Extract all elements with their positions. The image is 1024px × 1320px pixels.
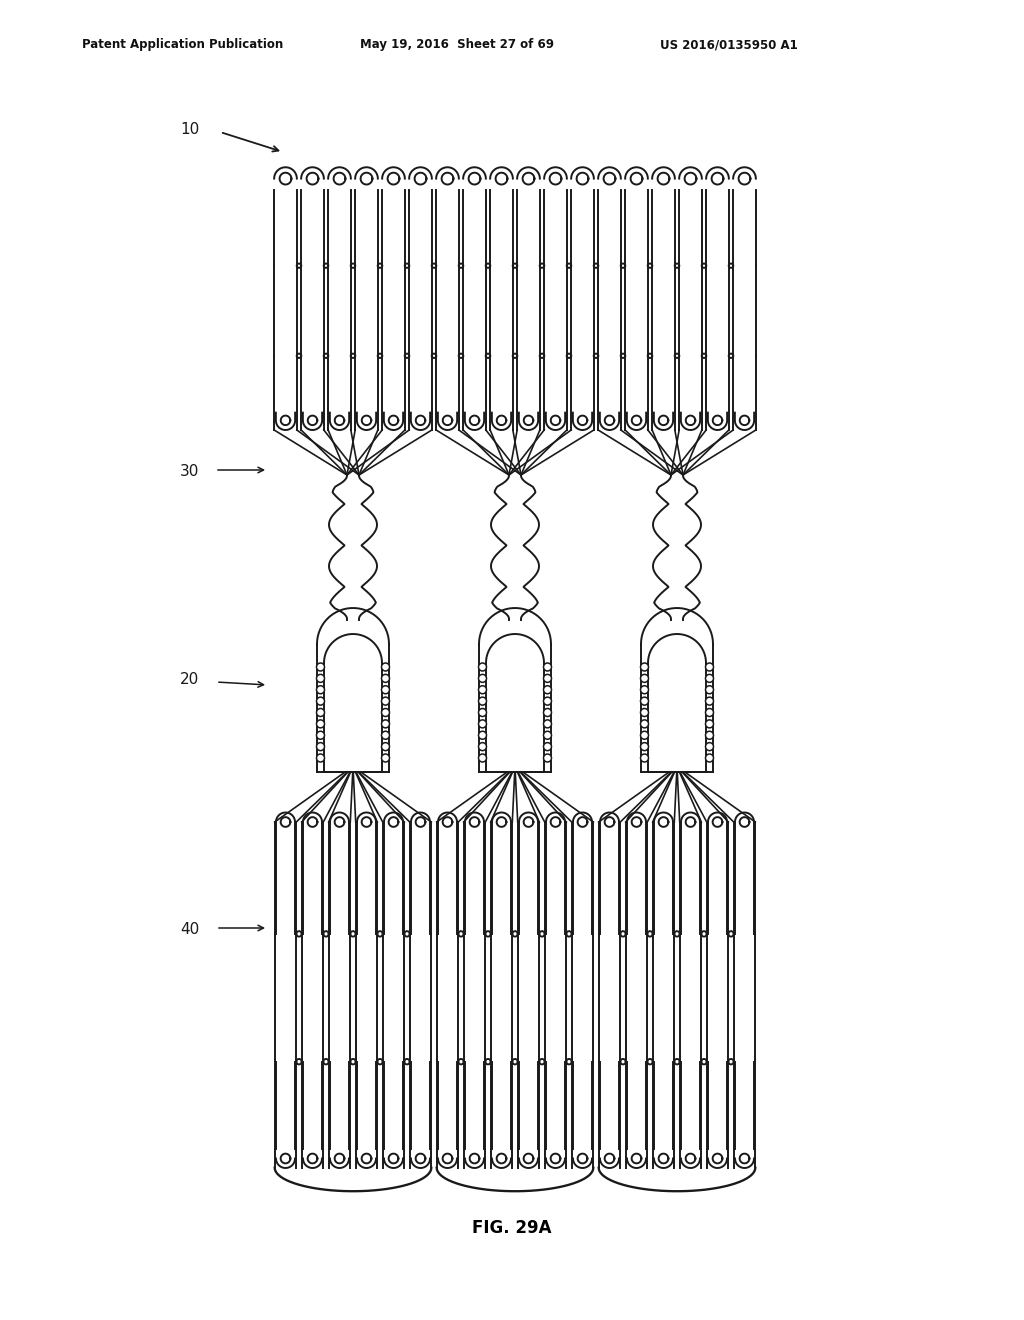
- Circle shape: [706, 754, 714, 762]
- Circle shape: [544, 663, 552, 671]
- Circle shape: [640, 675, 648, 682]
- Text: Patent Application Publication: Patent Application Publication: [82, 38, 284, 51]
- Circle shape: [544, 686, 552, 694]
- Circle shape: [544, 719, 552, 727]
- Circle shape: [382, 697, 389, 705]
- Circle shape: [544, 743, 552, 751]
- Text: May 19, 2016  Sheet 27 of 69: May 19, 2016 Sheet 27 of 69: [360, 38, 554, 51]
- Circle shape: [478, 754, 486, 762]
- Circle shape: [316, 731, 325, 739]
- Circle shape: [706, 663, 714, 671]
- Circle shape: [382, 709, 389, 717]
- Circle shape: [478, 731, 486, 739]
- Circle shape: [640, 743, 648, 751]
- Circle shape: [706, 686, 714, 694]
- Text: FIG. 29A: FIG. 29A: [472, 1218, 552, 1237]
- Circle shape: [382, 675, 389, 682]
- Circle shape: [478, 719, 486, 727]
- Circle shape: [382, 743, 389, 751]
- Circle shape: [544, 709, 552, 717]
- Text: 10: 10: [180, 123, 200, 137]
- Circle shape: [478, 709, 486, 717]
- Circle shape: [640, 697, 648, 705]
- Circle shape: [706, 697, 714, 705]
- Text: 30: 30: [180, 465, 200, 479]
- Text: 40: 40: [180, 923, 200, 937]
- Circle shape: [316, 709, 325, 717]
- Circle shape: [544, 731, 552, 739]
- Circle shape: [544, 675, 552, 682]
- Circle shape: [382, 686, 389, 694]
- Circle shape: [706, 719, 714, 727]
- Text: US 2016/0135950 A1: US 2016/0135950 A1: [660, 38, 798, 51]
- Circle shape: [706, 743, 714, 751]
- Circle shape: [316, 743, 325, 751]
- Circle shape: [316, 686, 325, 694]
- Circle shape: [640, 663, 648, 671]
- Circle shape: [640, 686, 648, 694]
- Circle shape: [640, 731, 648, 739]
- Circle shape: [544, 754, 552, 762]
- Circle shape: [382, 731, 389, 739]
- Circle shape: [382, 719, 389, 727]
- Circle shape: [478, 663, 486, 671]
- Circle shape: [706, 709, 714, 717]
- Circle shape: [316, 675, 325, 682]
- Circle shape: [640, 709, 648, 717]
- Circle shape: [706, 731, 714, 739]
- Circle shape: [382, 663, 389, 671]
- Circle shape: [478, 697, 486, 705]
- Circle shape: [316, 663, 325, 671]
- Circle shape: [478, 675, 486, 682]
- Circle shape: [382, 754, 389, 762]
- Circle shape: [706, 675, 714, 682]
- Circle shape: [544, 697, 552, 705]
- Circle shape: [640, 754, 648, 762]
- Text: 20: 20: [180, 672, 200, 688]
- Circle shape: [316, 697, 325, 705]
- Circle shape: [478, 743, 486, 751]
- Circle shape: [640, 719, 648, 727]
- Circle shape: [316, 719, 325, 727]
- Circle shape: [478, 686, 486, 694]
- Circle shape: [316, 754, 325, 762]
